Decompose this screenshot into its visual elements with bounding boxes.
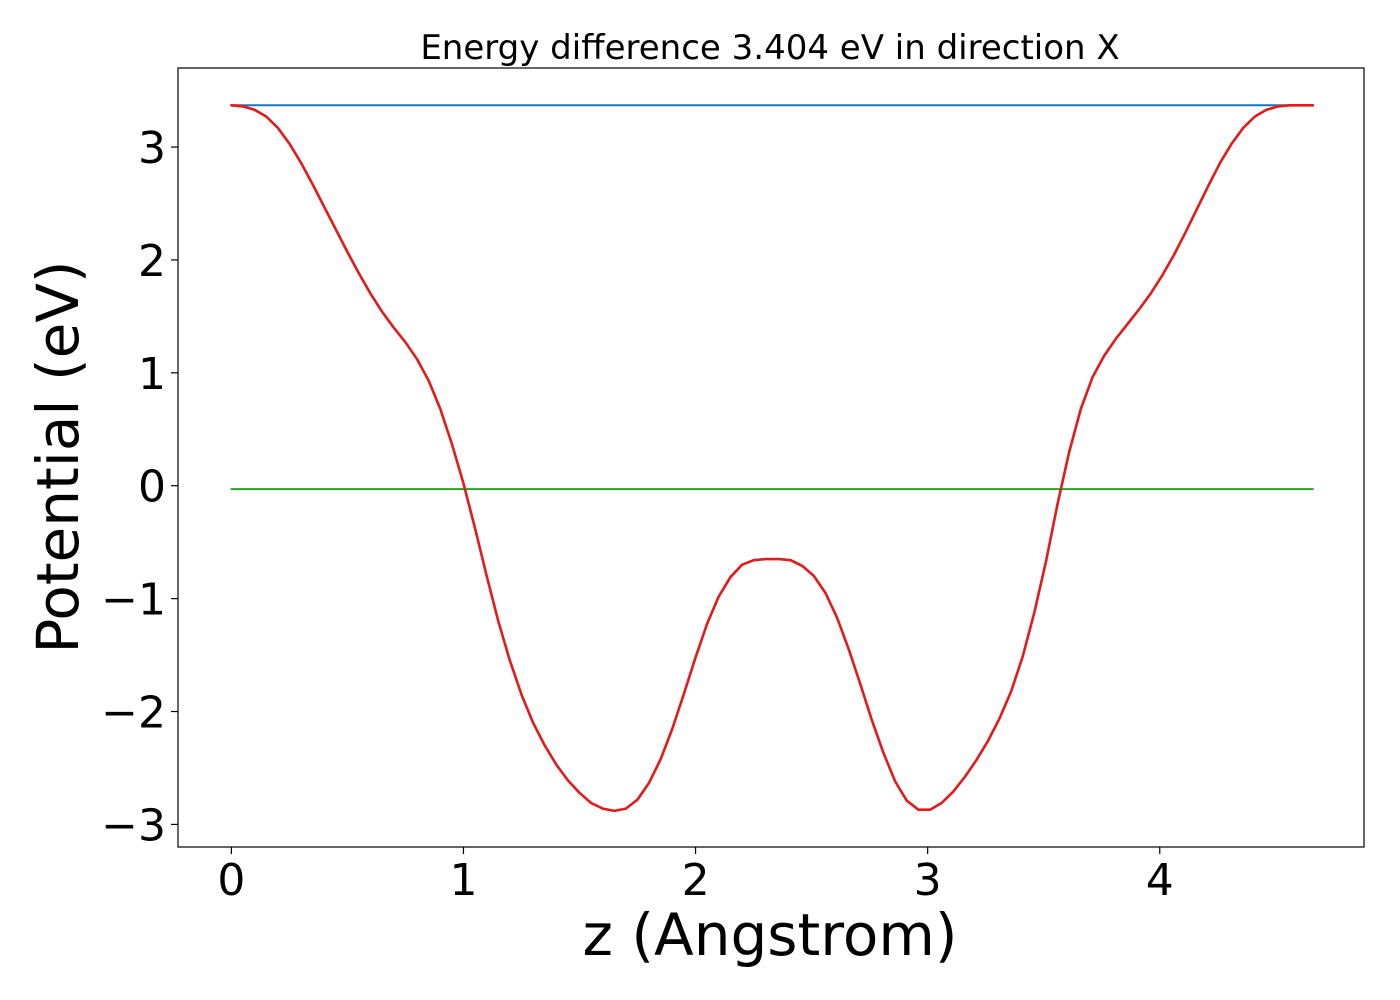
- y-tick-label: 0: [138, 462, 166, 513]
- x-tick-label: 4: [1146, 855, 1174, 906]
- series-layer: [230, 104, 1315, 813]
- y-tick-label: 1: [138, 349, 166, 400]
- plot-frame: [177, 67, 1365, 848]
- series-line-3: [230, 104, 1315, 813]
- y-tick-label: −1: [101, 575, 166, 626]
- x-axis-label: z (Angstrom): [583, 901, 958, 969]
- y-tick-label: −2: [101, 688, 166, 739]
- x-tick-label: 2: [682, 855, 710, 906]
- x-axis: 0 1 2 3 4: [217, 847, 1174, 906]
- x-tick-label: 0: [217, 855, 245, 906]
- x-tick-label: 3: [914, 855, 942, 906]
- y-axis: −3 −2 −1 0 1 2 3: [101, 123, 178, 851]
- y-tick-label: 3: [138, 123, 166, 174]
- y-tick-label: 2: [138, 236, 166, 287]
- chart-title: Energy difference 3.404 eV in direction …: [420, 28, 1119, 68]
- y-axis-label: Potential (eV): [24, 260, 92, 653]
- x-tick-label: 1: [449, 855, 477, 906]
- y-tick-label: −3: [101, 800, 166, 851]
